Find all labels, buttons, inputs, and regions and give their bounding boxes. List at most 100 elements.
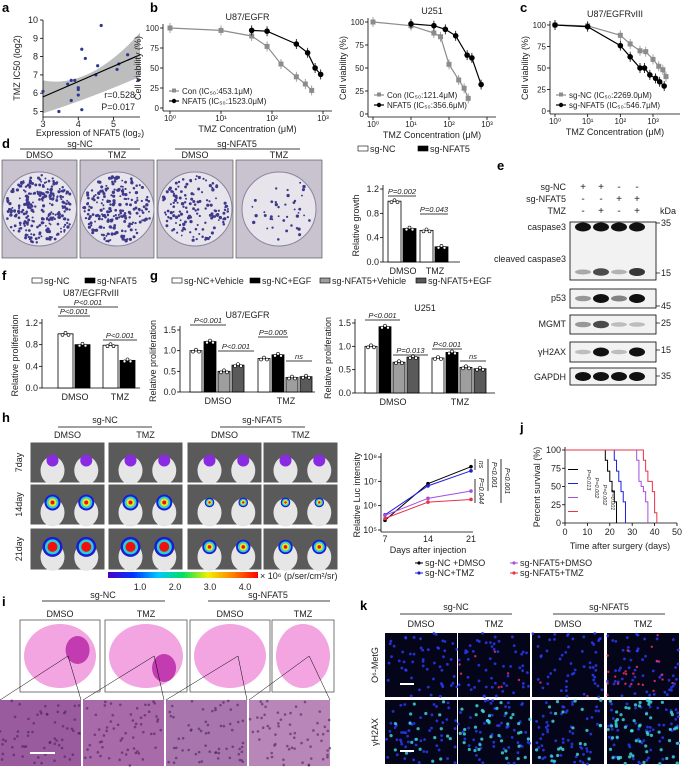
colony: [38, 237, 40, 239]
nucleus: [565, 685, 568, 688]
colony: [58, 216, 61, 219]
bar: [432, 358, 444, 393]
colony: [121, 180, 123, 182]
colony: [108, 233, 110, 235]
colony: [215, 185, 218, 188]
nucleus: [418, 688, 421, 691]
band-label: γH2AX: [538, 347, 566, 357]
nucleus: [661, 736, 664, 739]
colony: [68, 208, 70, 210]
positive-signal: [497, 734, 500, 737]
brain-section: [276, 624, 330, 688]
colony: [25, 229, 27, 231]
row-label: O⁶-MetG: [370, 647, 380, 683]
significance-label: ns: [469, 352, 477, 361]
nucleus: [10, 700, 13, 703]
nucleus: [639, 762, 642, 765]
positive-signal: [672, 755, 675, 758]
legend-label: sg-NC+Vehicle: [184, 276, 244, 286]
nucleus: [392, 710, 395, 713]
nucleus: [154, 746, 157, 749]
positive-signal: [611, 736, 614, 739]
condition-sign: -: [599, 194, 602, 205]
nucleus: [451, 682, 454, 685]
nucleus: [632, 757, 635, 760]
colony: [19, 222, 22, 225]
nucleus: [642, 739, 645, 742]
legend-marker: [512, 561, 515, 564]
if-frame: [607, 700, 679, 764]
x-axis-label: Days after injection: [390, 545, 467, 555]
data-point: [462, 86, 467, 91]
nucleus: [571, 732, 574, 735]
nucleus: [440, 682, 443, 685]
replicate-dot: [195, 348, 198, 351]
kda-marker: 35: [661, 218, 671, 228]
positive-signal: [637, 683, 639, 685]
nucleus: [589, 661, 592, 664]
colony: [97, 196, 100, 199]
data-point: [627, 54, 633, 60]
nucleus: [405, 669, 408, 672]
replicate-dot: [387, 326, 390, 329]
nucleus: [586, 717, 589, 720]
nucleus: [485, 686, 488, 689]
nucleus: [280, 718, 283, 721]
data-point: [80, 48, 83, 51]
colony: [178, 214, 181, 217]
y-tick-label: 1.0: [163, 346, 176, 356]
nucleus: [252, 731, 255, 734]
treatment-label: DMSO: [26, 150, 53, 160]
positive-signal: [431, 760, 434, 763]
significance-label: P=0.013: [585, 470, 591, 492]
x-tick-label: 10⁰: [367, 120, 379, 129]
colony: [201, 191, 203, 193]
replicate-dot: [67, 333, 70, 336]
data-point: [126, 53, 129, 56]
colony: [278, 215, 280, 217]
colony: [115, 217, 118, 220]
nucleus: [17, 730, 20, 733]
nucleus: [21, 745, 24, 748]
data-point: [660, 67, 665, 72]
colony: [111, 178, 113, 180]
colony: [68, 223, 70, 225]
x-axis-label: Expression of NFAT5 (log₂): [36, 128, 144, 138]
nucleus: [507, 746, 510, 749]
data-point: [70, 79, 73, 82]
treatment-label: TMZ: [291, 430, 310, 440]
colony: [57, 212, 60, 215]
band-label: MGMT: [539, 319, 567, 329]
colony: [271, 227, 273, 229]
significance-label: P=0.013: [396, 346, 425, 355]
positive-signal: [627, 649, 629, 651]
nucleus: [591, 641, 594, 644]
nucleus: [542, 749, 545, 752]
colony: [130, 180, 132, 182]
nucleus: [477, 664, 480, 667]
positive-signal: [495, 707, 498, 710]
nucleus: [642, 674, 645, 677]
colony: [180, 219, 182, 221]
colony: [40, 235, 42, 237]
nucleus: [277, 711, 280, 714]
positive-signal: [616, 736, 619, 739]
colony: [131, 223, 133, 225]
signal: [284, 501, 286, 503]
colony: [173, 193, 175, 195]
band: [575, 223, 591, 232]
colony: [48, 180, 51, 183]
replicate-dot: [288, 377, 291, 380]
data-point: [73, 79, 76, 82]
band: [593, 268, 609, 276]
positive-signal: [504, 712, 507, 715]
colony: [121, 230, 124, 233]
colony: [12, 207, 14, 209]
nucleus: [407, 729, 410, 732]
nucleus: [484, 700, 487, 703]
nucleus: [479, 731, 482, 734]
colony: [34, 205, 36, 207]
nucleus: [512, 691, 515, 694]
positive-signal: [498, 686, 500, 688]
nucleus: [208, 750, 211, 753]
